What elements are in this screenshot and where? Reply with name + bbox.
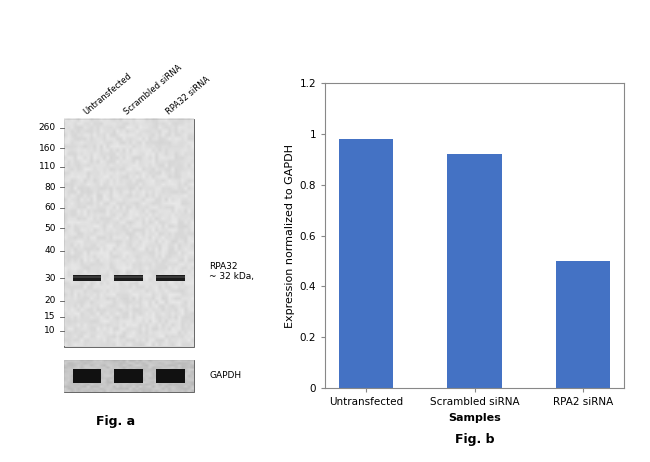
Bar	[64, 119, 194, 346]
Bar	[114, 276, 143, 278]
Text: 50: 50	[44, 224, 56, 232]
Bar	[556, 261, 610, 388]
Bar	[156, 369, 185, 383]
Text: Fig. b: Fig. b	[455, 433, 494, 446]
Text: Fig. a: Fig. a	[96, 415, 135, 428]
Text: 110: 110	[38, 162, 56, 171]
Bar	[339, 139, 393, 388]
Text: Untransfected: Untransfected	[81, 72, 133, 117]
Text: RPA32
~ 32 kDa,: RPA32 ~ 32 kDa,	[209, 262, 254, 281]
Text: 80: 80	[44, 182, 56, 192]
Bar	[447, 154, 502, 388]
Bar	[73, 276, 101, 278]
Text: 15: 15	[44, 312, 56, 322]
Bar	[156, 276, 185, 278]
Bar	[114, 369, 143, 383]
Y-axis label: Expression normalized to GAPDH: Expression normalized to GAPDH	[285, 144, 295, 328]
Text: 40: 40	[44, 246, 56, 255]
Text: 260: 260	[39, 123, 56, 132]
Bar	[73, 275, 101, 281]
Text: Scrambled siRNA: Scrambled siRNA	[123, 63, 184, 117]
Text: GAPDH: GAPDH	[209, 371, 241, 380]
Text: 160: 160	[38, 144, 56, 153]
Bar	[114, 275, 143, 281]
Text: 10: 10	[44, 326, 56, 335]
Bar	[64, 360, 194, 392]
Text: 30: 30	[44, 274, 56, 283]
X-axis label: Samples: Samples	[448, 413, 501, 423]
Text: 20: 20	[44, 297, 56, 305]
Text: 60: 60	[44, 203, 56, 212]
Bar	[73, 369, 101, 383]
Bar	[156, 275, 185, 281]
Text: RPA32 siRNA: RPA32 siRNA	[164, 75, 212, 117]
